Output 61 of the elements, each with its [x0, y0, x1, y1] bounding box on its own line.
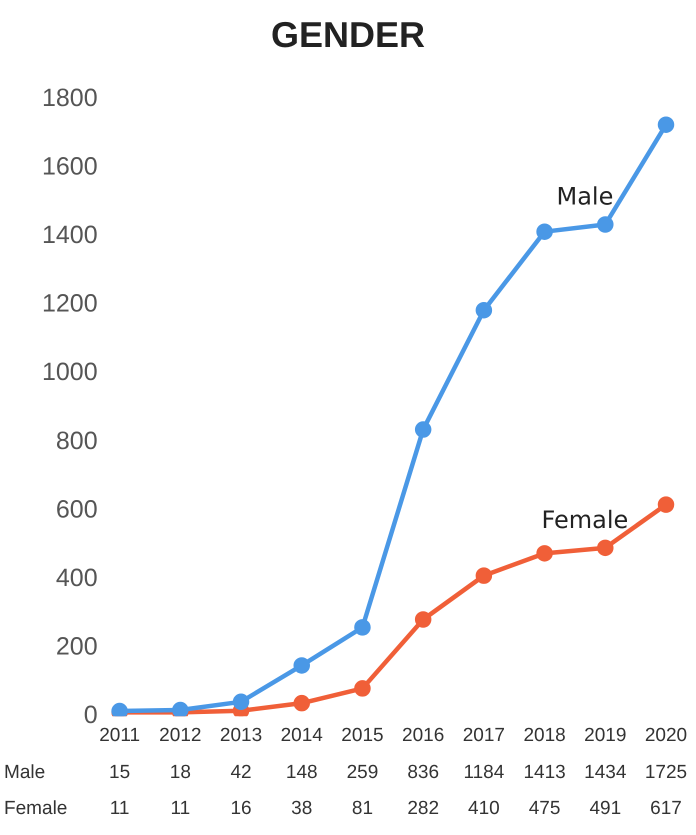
y-tick-label: 1400 [42, 221, 98, 250]
data-label: 1184 [463, 762, 505, 784]
data-label: 475 [528, 798, 560, 820]
series-label: Female [542, 506, 628, 534]
point [414, 611, 432, 628]
y-tick-label: 1000 [42, 358, 98, 386]
data-label: 38 [291, 798, 312, 820]
data-label: 491 [589, 798, 622, 820]
x-tick-label: 2017 [462, 724, 506, 746]
data-label: 259 [346, 762, 378, 784]
point [293, 694, 310, 712]
y-tick-label: 1200 [42, 290, 98, 318]
data-label: 1725 [644, 762, 688, 784]
point [354, 680, 371, 697]
data-label: 282 [407, 798, 440, 820]
point [172, 702, 189, 716]
point [232, 694, 250, 710]
point [476, 567, 492, 584]
x-tick-label: 2015 [341, 724, 384, 746]
x-tick-label: 2019 [584, 724, 626, 746]
data-label: 617 [650, 798, 682, 820]
x-tick-label: 2012 [159, 724, 202, 746]
x-tick-label: 2016 [402, 724, 444, 746]
data-label: 148 [286, 762, 318, 784]
y-tick-label: 600 [56, 495, 98, 524]
point [536, 223, 553, 240]
y-tick-label: 0 [84, 701, 98, 730]
x-tick-label: 2018 [523, 724, 566, 746]
point [597, 540, 614, 556]
x-tick-label: 2020 [644, 724, 688, 746]
data-label: 11 [170, 798, 190, 820]
y-tick-label: 1800 [42, 84, 98, 112]
data-label: 410 [468, 798, 500, 820]
data-label: 1434 [584, 762, 627, 784]
point [354, 619, 371, 636]
text: Female [4, 798, 68, 820]
point [293, 657, 310, 674]
series-label: Male [556, 182, 614, 211]
data-label: 11 [110, 798, 130, 820]
data-label: 81 [352, 798, 374, 820]
y-tick-label: 400 [56, 564, 98, 592]
point [597, 216, 614, 233]
y-tick-label: 200 [56, 632, 98, 661]
x-tick-label: 2014 [280, 724, 324, 746]
data-label: 16 [230, 798, 252, 820]
data-label: 15 [109, 762, 130, 784]
point [658, 496, 674, 513]
data-label: 18 [170, 762, 191, 784]
x-tick-label: 2013 [220, 724, 262, 746]
x-tick-label: 2011 [99, 724, 140, 746]
chart-title: GENDER [270, 13, 426, 57]
y-tick-label: 1600 [42, 152, 98, 180]
data-label: 42 [230, 762, 252, 784]
point [476, 302, 492, 318]
text: Male [4, 762, 46, 784]
data-label: 836 [407, 762, 440, 784]
y-tick-label: 800 [56, 426, 98, 455]
data-label: 1413 [523, 762, 566, 784]
point [536, 545, 553, 562]
point [414, 421, 432, 438]
point [658, 116, 674, 133]
